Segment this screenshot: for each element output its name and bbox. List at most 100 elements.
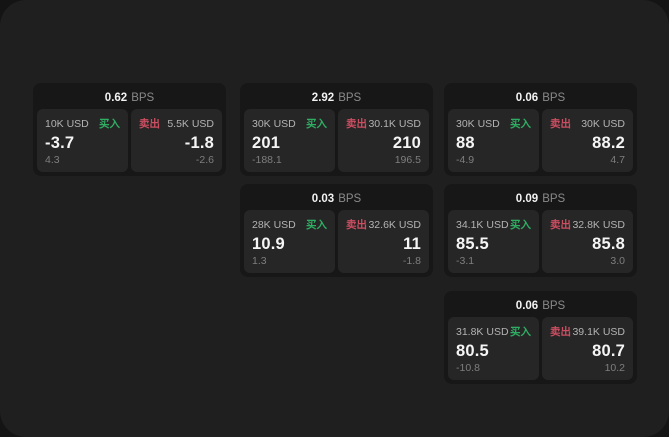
buy-notional: 30K USD bbox=[456, 118, 500, 130]
buy-panel-top: 10K USD 买入 bbox=[45, 116, 120, 131]
sell-price: 88.2 bbox=[592, 134, 625, 152]
quote-panels: 31.8K USD 买入 80.5 -10.8 卖出 39.1K USD 80.… bbox=[448, 317, 633, 380]
buy-panel-top: 28K USD 买入 bbox=[252, 217, 327, 232]
buy-change: -10.8 bbox=[456, 362, 480, 374]
buy-price: -3.7 bbox=[45, 134, 75, 152]
spread-header: 0.03 BPS bbox=[244, 188, 429, 210]
quote-card: 0.62 BPS 10K USD 买入 -3.7 4.3 卖出 5.5K USD… bbox=[33, 83, 226, 176]
sell-price: -1.8 bbox=[184, 134, 214, 152]
spread-value: 2.92 bbox=[311, 92, 335, 104]
sell-notional: 30K USD bbox=[581, 118, 625, 130]
spread-value: 0.06 bbox=[515, 92, 539, 104]
quote-card: 2.92 BPS 30K USD 买入 201 -188.1 卖出 30.1K … bbox=[240, 83, 433, 176]
buy-notional: 34.1K USD bbox=[456, 219, 509, 231]
quote-card: 0.06 BPS 30K USD 买入 88 -4.9 卖出 30K USD 8… bbox=[444, 83, 637, 176]
buy-label: 买入 bbox=[510, 219, 531, 231]
buy-change: 4.3 bbox=[45, 154, 60, 166]
spread-unit: BPS bbox=[338, 193, 362, 205]
buy-panel[interactable]: 30K USD 买入 201 -188.1 bbox=[244, 109, 335, 172]
buy-panel-top: 30K USD 买入 bbox=[252, 116, 327, 131]
spread-header: 0.06 BPS bbox=[448, 87, 633, 109]
sell-price: 210 bbox=[392, 134, 421, 152]
buy-change: 1.3 bbox=[252, 255, 267, 267]
sell-panel-top: 卖出 32.6K USD bbox=[346, 217, 421, 232]
sell-notional: 39.1K USD bbox=[572, 326, 625, 338]
sell-price: 80.7 bbox=[592, 342, 625, 360]
spread-unit: BPS bbox=[542, 193, 566, 205]
buy-panel-top: 34.1K USD 买入 bbox=[456, 217, 531, 232]
quote-card: 0.09 BPS 34.1K USD 买入 85.5 -3.1 卖出 32.8K… bbox=[444, 184, 637, 277]
buy-change: -4.9 bbox=[456, 154, 475, 166]
sell-panel[interactable]: 卖出 32.6K USD 11 -1.8 bbox=[338, 210, 429, 273]
sell-label: 卖出 bbox=[550, 326, 571, 338]
quote-panels: 10K USD 买入 -3.7 4.3 卖出 5.5K USD -1.8 -2.… bbox=[37, 109, 222, 172]
spread-unit: BPS bbox=[131, 92, 155, 104]
spread-value: 0.62 bbox=[104, 92, 128, 104]
spread-value: 0.06 bbox=[515, 300, 539, 312]
buy-price: 10.9 bbox=[252, 235, 285, 253]
sell-price: 85.8 bbox=[592, 235, 625, 253]
sell-panel[interactable]: 卖出 30K USD 88.2 4.7 bbox=[542, 109, 633, 172]
sell-panel-top: 卖出 30K USD bbox=[550, 116, 625, 131]
quote-panels: 28K USD 买入 10.9 1.3 卖出 32.6K USD 11 -1.8 bbox=[244, 210, 429, 273]
sell-panel[interactable]: 卖出 5.5K USD -1.8 -2.6 bbox=[131, 109, 222, 172]
quote-panels: 34.1K USD 买入 85.5 -3.1 卖出 32.8K USD 85.8… bbox=[448, 210, 633, 273]
buy-panel[interactable]: 31.8K USD 买入 80.5 -10.8 bbox=[448, 317, 539, 380]
buy-notional: 10K USD bbox=[45, 118, 89, 130]
buy-label: 买入 bbox=[306, 118, 327, 130]
spread-unit: BPS bbox=[542, 300, 566, 312]
buy-panel-top: 31.8K USD 买入 bbox=[456, 324, 531, 339]
sell-change: 3.0 bbox=[610, 255, 625, 267]
buy-panel[interactable]: 28K USD 买入 10.9 1.3 bbox=[244, 210, 335, 273]
sell-label: 卖出 bbox=[139, 118, 160, 130]
sell-label: 卖出 bbox=[346, 219, 367, 231]
quote-panels: 30K USD 买入 88 -4.9 卖出 30K USD 88.2 4.7 bbox=[448, 109, 633, 172]
buy-notional: 28K USD bbox=[252, 219, 296, 231]
sell-panel-top: 卖出 5.5K USD bbox=[139, 116, 214, 131]
sell-change: -2.6 bbox=[195, 154, 214, 166]
sell-panel[interactable]: 卖出 30.1K USD 210 196.5 bbox=[338, 109, 429, 172]
sell-change: -1.8 bbox=[402, 255, 421, 267]
sell-change: 10.2 bbox=[604, 362, 625, 374]
sell-panel-top: 卖出 30.1K USD bbox=[346, 116, 421, 131]
quote-panels: 30K USD 买入 201 -188.1 卖出 30.1K USD 210 1… bbox=[244, 109, 429, 172]
sell-panel-top: 卖出 32.8K USD bbox=[550, 217, 625, 232]
buy-panel-top: 30K USD 买入 bbox=[456, 116, 531, 131]
spread-header: 0.62 BPS bbox=[37, 87, 222, 109]
buy-price: 88 bbox=[456, 134, 475, 152]
sell-label: 卖出 bbox=[550, 219, 571, 231]
buy-label: 买入 bbox=[510, 118, 531, 130]
sell-change: 196.5 bbox=[394, 154, 421, 166]
sell-notional: 32.8K USD bbox=[572, 219, 625, 231]
sell-panel[interactable]: 卖出 32.8K USD 85.8 3.0 bbox=[542, 210, 633, 273]
spread-header: 2.92 BPS bbox=[244, 87, 429, 109]
quote-card: 0.06 BPS 31.8K USD 买入 80.5 -10.8 卖出 39.1… bbox=[444, 291, 637, 384]
buy-change: -188.1 bbox=[252, 154, 282, 166]
spread-header: 0.06 BPS bbox=[448, 295, 633, 317]
buy-label: 买入 bbox=[510, 326, 531, 338]
spread-unit: BPS bbox=[542, 92, 566, 104]
buy-panel[interactable]: 34.1K USD 买入 85.5 -3.1 bbox=[448, 210, 539, 273]
buy-label: 买入 bbox=[99, 118, 120, 130]
buy-change: -3.1 bbox=[456, 255, 475, 267]
sell-change: 4.7 bbox=[610, 154, 625, 166]
quote-card: 0.03 BPS 28K USD 买入 10.9 1.3 卖出 32.6K US… bbox=[240, 184, 433, 277]
buy-panel[interactable]: 30K USD 买入 88 -4.9 bbox=[448, 109, 539, 172]
buy-price: 85.5 bbox=[456, 235, 489, 253]
spread-header: 0.09 BPS bbox=[448, 188, 633, 210]
sell-panel[interactable]: 卖出 39.1K USD 80.7 10.2 bbox=[542, 317, 633, 380]
sell-notional: 5.5K USD bbox=[167, 118, 214, 130]
buy-panel[interactable]: 10K USD 买入 -3.7 4.3 bbox=[37, 109, 128, 172]
spread-value: 0.09 bbox=[515, 193, 539, 205]
buy-notional: 31.8K USD bbox=[456, 326, 509, 338]
sell-price: 11 bbox=[403, 235, 421, 253]
buy-label: 买入 bbox=[306, 219, 327, 231]
spread-value: 0.03 bbox=[311, 193, 335, 205]
sell-notional: 32.6K USD bbox=[368, 219, 421, 231]
buy-price: 80.5 bbox=[456, 342, 489, 360]
sell-notional: 30.1K USD bbox=[368, 118, 421, 130]
sell-label: 卖出 bbox=[346, 118, 367, 130]
buy-price: 201 bbox=[252, 134, 281, 152]
buy-notional: 30K USD bbox=[252, 118, 296, 130]
